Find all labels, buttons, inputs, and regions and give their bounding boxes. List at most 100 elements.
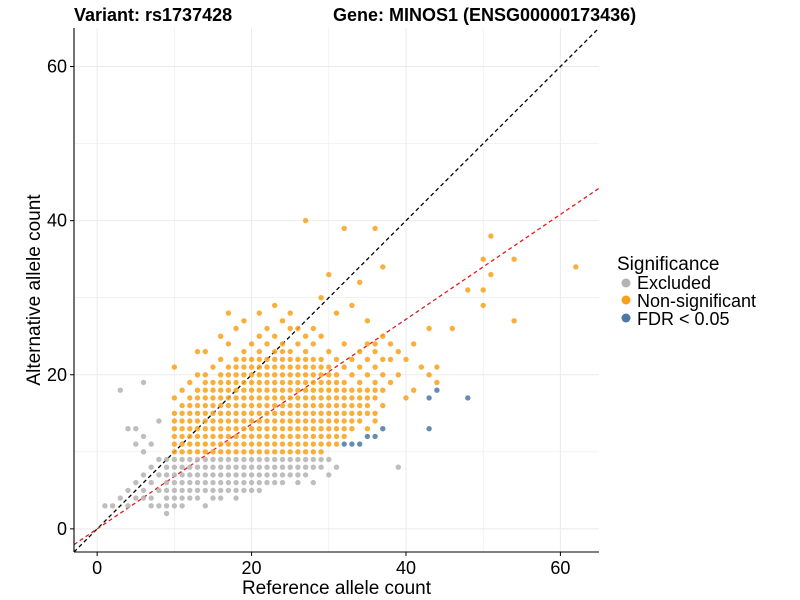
point-non-significant: [349, 410, 355, 416]
point-non-significant: [341, 395, 347, 401]
point-excluded: [287, 472, 293, 478]
point-non-significant: [318, 410, 324, 416]
point-non-significant: [279, 379, 286, 386]
point-non-significant: [310, 372, 316, 378]
legend-title: Significance: [617, 254, 719, 275]
point-excluded: [125, 426, 131, 432]
point-non-significant: [218, 449, 224, 455]
point-non-significant: [225, 433, 232, 440]
point-excluded: [125, 503, 131, 509]
point-non-significant: [302, 402, 309, 409]
point-excluded: [187, 487, 193, 494]
point-non-significant: [349, 402, 355, 409]
point-non-significant: [318, 356, 324, 363]
point-non-significant: [272, 449, 278, 455]
point-excluded: [248, 487, 255, 494]
point-non-significant: [256, 387, 262, 393]
point-non-significant: [264, 379, 270, 386]
point-non-significant: [387, 379, 394, 386]
point-non-significant: [326, 410, 332, 416]
point-excluded: [279, 464, 286, 470]
point-non-significant: [264, 410, 270, 416]
point-non-significant: [233, 418, 239, 424]
point-excluded: [179, 487, 185, 494]
point-excluded: [148, 464, 154, 470]
point-excluded: [194, 456, 201, 463]
point-non-significant: [349, 372, 355, 378]
point-excluded: [179, 495, 185, 501]
point-non-significant: [225, 449, 232, 455]
point-non-significant: [194, 372, 201, 378]
point-non-significant: [194, 395, 201, 401]
point-excluded: [210, 464, 216, 470]
point-non-significant: [171, 441, 178, 447]
legend-item-non-significant: Non-significant: [621, 291, 756, 311]
point-non-significant: [279, 449, 286, 455]
point-non-significant: [287, 356, 293, 363]
point-excluded: [326, 472, 332, 478]
point-non-significant: [202, 387, 208, 393]
point-excluded: [133, 441, 139, 447]
point-non-significant: [272, 410, 278, 416]
point-fdr: [357, 441, 363, 447]
point-non-significant: [295, 418, 301, 424]
point-non-significant: [364, 410, 371, 416]
point-excluded: [233, 487, 239, 494]
point-non-significant: [264, 449, 270, 455]
point-fdr: [341, 441, 347, 447]
point-non-significant: [341, 225, 347, 232]
point-excluded: [241, 479, 247, 486]
legend-label-excluded: Excluded: [637, 273, 711, 293]
point-non-significant: [318, 333, 324, 339]
point-non-significant: [418, 364, 425, 370]
point-excluded: [241, 487, 247, 494]
point-non-significant: [171, 410, 178, 416]
point-non-significant: [171, 364, 178, 370]
point-non-significant: [302, 418, 309, 424]
point-non-significant: [225, 372, 232, 378]
point-non-significant: [218, 395, 224, 401]
point-non-significant: [210, 364, 216, 370]
point-excluded: [295, 472, 301, 478]
point-non-significant: [287, 364, 293, 370]
point-non-significant: [341, 387, 347, 393]
point-non-significant: [218, 372, 224, 378]
point-non-significant: [295, 426, 301, 432]
point-non-significant: [233, 441, 239, 447]
point-excluded: [256, 472, 262, 478]
point-non-significant: [248, 387, 255, 393]
point-non-significant: [256, 410, 262, 416]
point-non-significant: [287, 379, 293, 386]
point-non-significant: [395, 372, 401, 378]
point-non-significant: [318, 402, 324, 409]
point-non-significant: [233, 387, 239, 393]
point-non-significant: [272, 364, 278, 370]
point-non-significant: [279, 410, 286, 416]
point-excluded: [310, 464, 316, 470]
point-non-significant: [380, 402, 386, 409]
point-non-significant: [310, 410, 316, 416]
point-non-significant: [194, 433, 201, 440]
point-non-significant: [202, 410, 208, 416]
point-excluded: [210, 495, 216, 501]
point-non-significant: [302, 356, 309, 363]
point-excluded: [179, 464, 185, 470]
point-non-significant: [372, 364, 378, 370]
point-non-significant: [264, 325, 270, 332]
point-non-significant: [233, 325, 239, 332]
point-excluded: [248, 456, 255, 463]
point-non-significant: [202, 348, 208, 355]
point-non-significant: [357, 387, 363, 393]
point-non-significant: [218, 433, 224, 440]
point-non-significant: [333, 395, 340, 401]
point-non-significant: [241, 410, 247, 416]
point-excluded: [302, 472, 309, 478]
legend-swatch-fdr: [621, 313, 631, 323]
point-non-significant: [326, 271, 332, 278]
point-excluded: [171, 456, 178, 463]
point-excluded: [171, 495, 178, 501]
point-non-significant: [302, 441, 309, 447]
x-axis-ticks: 0 20 40 60: [92, 552, 570, 578]
point-excluded: [279, 456, 286, 463]
